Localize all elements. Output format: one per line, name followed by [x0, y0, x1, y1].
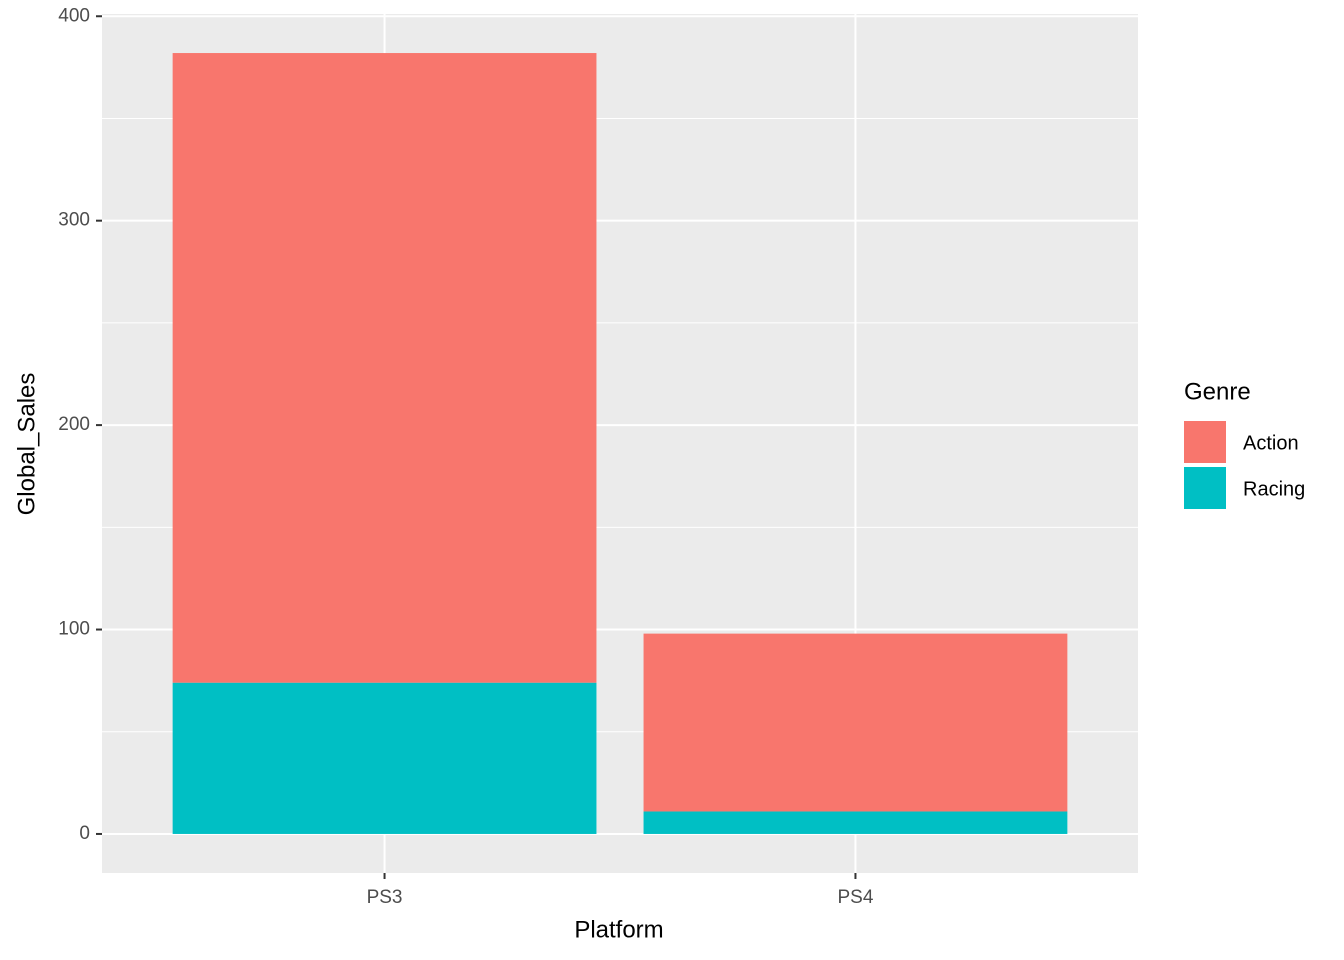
- legend-title: Genre: [1184, 378, 1251, 405]
- x-axis-label: Platform: [574, 916, 663, 943]
- legend-label: Racing: [1243, 478, 1305, 500]
- y-tick-label: 100: [58, 619, 90, 640]
- y-tick-label: 200: [58, 414, 90, 435]
- bar-segment: [172, 682, 597, 834]
- legend-key: [1184, 467, 1226, 509]
- y-tick-label: 0: [79, 823, 90, 844]
- bar-segment: [643, 633, 1068, 812]
- x-tick-label: PS4: [837, 887, 873, 908]
- x-tick-label: PS3: [367, 887, 403, 908]
- bar-segment: [643, 811, 1068, 834]
- y-tick-label: 400: [58, 5, 90, 26]
- legend-label: Action: [1243, 432, 1299, 454]
- y-axis-label: Global_Sales: [13, 373, 40, 516]
- bar-segment: [172, 53, 597, 683]
- y-tick-label: 300: [58, 210, 90, 231]
- legend-key: [1184, 421, 1226, 463]
- bars: [172, 53, 1068, 834]
